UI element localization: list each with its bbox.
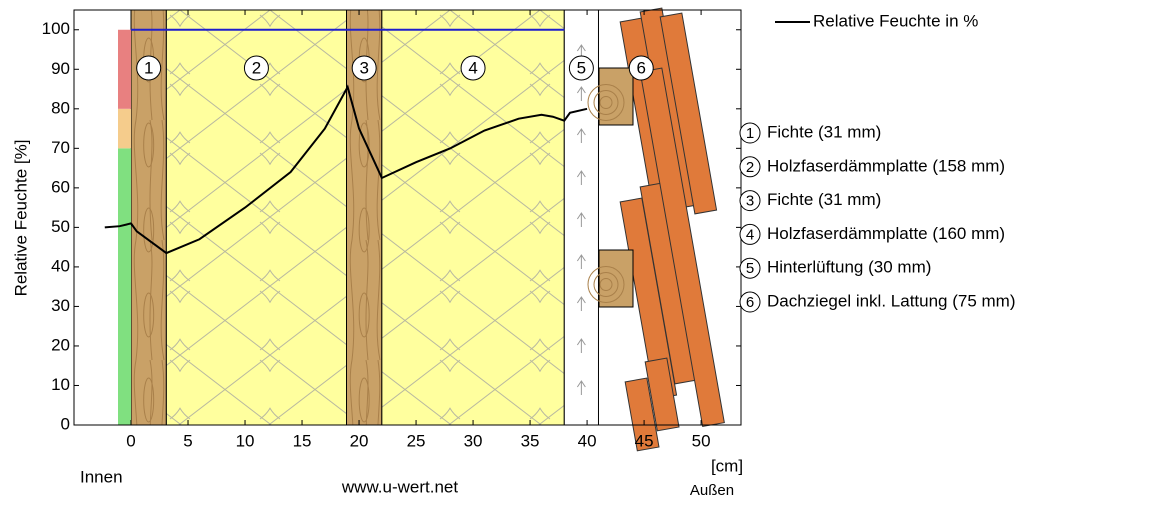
x-tick-label: 50 <box>692 431 711 450</box>
y-tick-label: 80 <box>51 98 70 117</box>
plot-frame <box>73 9 742 426</box>
legend-number: 4 <box>746 226 754 243</box>
air-arrow <box>576 296 586 311</box>
wood-knot <box>143 377 155 423</box>
legend-number: 6 <box>746 294 754 311</box>
x-tick-label: 20 <box>350 431 369 450</box>
wood-knot <box>143 122 155 168</box>
layer-number: 6 <box>637 58 646 77</box>
air-arrow <box>576 212 586 227</box>
x-tick-label: 45 <box>635 431 654 450</box>
y-tick-label: 60 <box>51 177 70 196</box>
layer-number: 4 <box>468 58 477 77</box>
y-tick-label: 10 <box>51 375 70 394</box>
x-tick-label: 35 <box>521 431 540 450</box>
wood-knot <box>143 207 155 253</box>
layer-badge <box>243 55 269 81</box>
legend-number: 3 <box>746 193 754 210</box>
legend-layer-label: Fichte (31 mm) <box>767 190 881 209</box>
y-tick-label: 50 <box>51 217 70 236</box>
layer-badge <box>351 55 377 81</box>
batten-ring <box>587 266 625 303</box>
legend-number: 5 <box>746 260 754 277</box>
layer-number: 3 <box>359 58 368 77</box>
wood-knot <box>358 377 370 423</box>
roof-tile <box>659 12 718 215</box>
legend-badge <box>739 291 761 313</box>
air-arrow <box>576 338 586 353</box>
legend-layer-label: Fichte (31 mm) <box>767 122 881 141</box>
legend-badge <box>739 190 761 212</box>
x-unit: [cm] <box>711 456 743 475</box>
layer-number: 2 <box>252 58 261 77</box>
y-tick-label: 90 <box>51 59 70 78</box>
batten-ring <box>587 84 625 121</box>
comfort-band <box>118 148 131 426</box>
y-tick-label: 20 <box>51 335 70 354</box>
inside-label: Innen <box>80 467 123 486</box>
legend-badge <box>739 156 761 178</box>
x-tick-label: 5 <box>183 431 192 450</box>
legend-layer-label: Holzfaserdämmplatte (160 mm) <box>767 224 1005 243</box>
y-tick-label: 100 <box>42 19 70 38</box>
wood-knot <box>358 292 370 338</box>
roof-tile <box>624 377 660 452</box>
roof-tile <box>644 357 680 432</box>
source-label: www.u-wert.net <box>341 477 458 496</box>
wood-knot <box>143 292 155 338</box>
y-tick-label: 0 <box>61 414 70 433</box>
x-tick-label: 15 <box>293 431 312 450</box>
legend-badge <box>739 257 761 279</box>
legend-label: Relative Feuchte in % <box>813 11 978 30</box>
y-tick-label: 70 <box>51 138 70 157</box>
layer-number: 1 <box>144 58 153 77</box>
air-arrow <box>576 254 586 269</box>
wood-knot <box>358 207 370 253</box>
x-tick-label: 30 <box>464 431 483 450</box>
layer-badge <box>136 55 162 81</box>
air-arrow <box>576 128 586 143</box>
comfort-band <box>118 108 131 149</box>
air-arrow <box>576 380 586 395</box>
x-tick-label: 0 <box>126 431 135 450</box>
comfort-band <box>118 29 131 109</box>
x-tick-label: 25 <box>407 431 426 450</box>
layer-number: 5 <box>577 58 586 77</box>
batten-ring <box>599 96 613 109</box>
legend-number: 1 <box>746 125 754 142</box>
wood-knot <box>358 122 370 168</box>
outside-label: Außen <box>690 482 734 499</box>
layer-badge <box>628 55 654 81</box>
legend-layer-label: Hinterlüftung (30 mm) <box>767 258 931 277</box>
legend-badge <box>739 223 761 245</box>
batten-ring <box>593 272 619 297</box>
layer-badge <box>460 55 486 81</box>
y-tick-label: 30 <box>51 296 70 315</box>
humidity-line <box>104 84 588 255</box>
legend-layer-label: Holzfaserdämmplatte (158 mm) <box>767 156 1005 175</box>
legend-layer-label: Dachziegel inkl. Lattung (75 mm) <box>767 291 1016 310</box>
legend-badge <box>739 122 761 144</box>
air-arrow <box>576 170 586 185</box>
legend-number: 2 <box>746 159 754 176</box>
x-tick-label: 40 <box>578 431 597 450</box>
y-axis-label: Relative Feuchte [%] <box>11 140 30 297</box>
y-tick-label: 40 <box>51 256 70 275</box>
air-arrow <box>576 86 586 101</box>
layer-badge <box>568 55 594 81</box>
batten-ring <box>593 90 619 115</box>
batten-ring <box>599 278 613 291</box>
x-tick-label: 10 <box>236 431 255 450</box>
